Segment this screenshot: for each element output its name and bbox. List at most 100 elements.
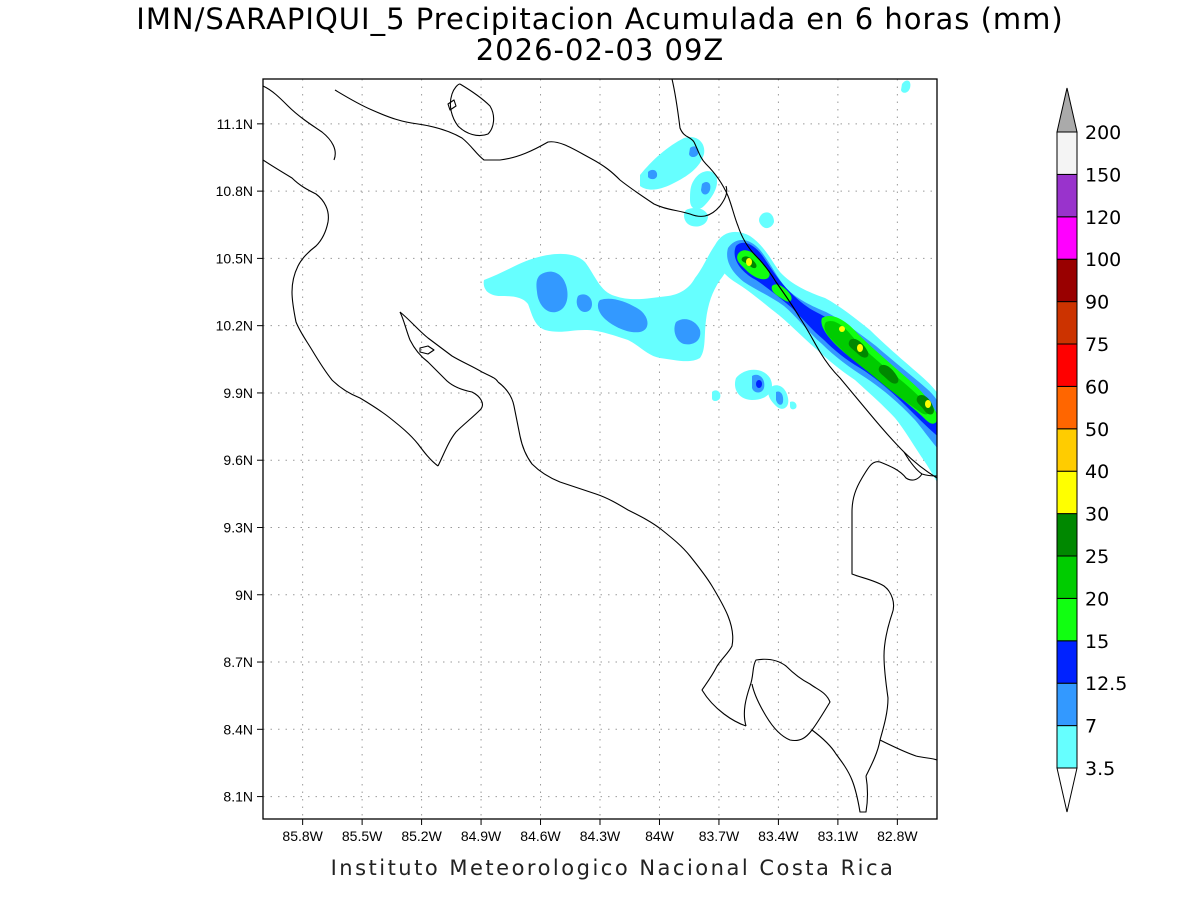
- colorbar-label: 7: [1085, 716, 1097, 738]
- panama-border: [851, 461, 923, 777]
- colorbar-swatch: [1056, 343, 1078, 387]
- precip-area-caribbean-25c: [878, 364, 899, 384]
- map-title: IMN/SARAPIQUI_5 Precipitacion Acumulada …: [136, 2, 1064, 36]
- precip-area-medium-1: [536, 271, 568, 313]
- nicaragua-costa-rica-border: [334, 89, 728, 217]
- colorbar-swatch: [1056, 216, 1078, 260]
- colorbar-label: 15: [1085, 631, 1109, 653]
- caribbean-coast-south: [903, 451, 937, 477]
- precip-cell-isolated-3: [712, 390, 721, 401]
- colorbar-swatch: [1056, 725, 1078, 769]
- colorbar-label: 90: [1085, 292, 1109, 314]
- map-plot-area: [263, 79, 937, 819]
- x-tick-label: 85.2W: [401, 828, 442, 844]
- colorbar-swatch: [1056, 470, 1078, 515]
- colorbar-label: 75: [1085, 334, 1109, 356]
- precip-area-medium-4: [576, 294, 592, 312]
- x-tick-label: 85.5W: [342, 828, 383, 844]
- x-tick-label: 84W: [645, 828, 675, 844]
- colorbar-label: 150: [1085, 164, 1121, 186]
- precip-peak-2: [839, 326, 845, 332]
- nicaragua-island: [447, 99, 457, 111]
- precip-area-medium-2: [597, 298, 648, 333]
- y-tick-label: 10.5N: [216, 250, 253, 266]
- x-tick-label: 83.1W: [818, 828, 859, 844]
- colorbar-arrow-lower: [1056, 767, 1078, 813]
- colorbar-arrow-upper: [1056, 87, 1078, 133]
- colorbar-swatch: [1056, 131, 1078, 175]
- gulf-island: [419, 345, 435, 355]
- map-subtitle: 2026-02-03 09Z: [475, 33, 725, 67]
- y-tick-label: 8.1N: [223, 789, 253, 805]
- colorbar-label: 60: [1085, 376, 1109, 398]
- precip-area-north-5: [901, 80, 911, 93]
- precip-area-north-4: [759, 212, 774, 229]
- y-tick-label: 8.7N: [223, 654, 253, 670]
- precip-colorbar: 3.5 7 12.5 15 20 25 30 40 50 60 75 90 100 120 150 200: [1056, 87, 1127, 813]
- colorbar-swatch: [1056, 555, 1078, 599]
- latitude-ticks: 11.1N 10.8N 10.5N 10.2N 9.9N 9.6N 9.3N 9N 8.7N 8.…: [216, 116, 263, 805]
- colorbar-label: 20: [1085, 588, 1109, 610]
- precipitation-field: [483, 80, 937, 483]
- x-tick-label: 84.3W: [580, 828, 621, 844]
- colorbar-swatch: [1056, 258, 1078, 303]
- gulf-nicoya-inner: [399, 311, 499, 383]
- x-tick-label: 83.7W: [699, 828, 740, 844]
- precip-area-north-1-core: [689, 146, 699, 157]
- colorbar-label: 50: [1085, 419, 1109, 441]
- colorbar-swatch: [1056, 173, 1078, 218]
- colorbar-label: 3.5: [1085, 758, 1115, 780]
- colorbar-swatch: [1056, 513, 1078, 557]
- y-tick-label: 9.6N: [223, 452, 253, 468]
- colorbar-label: 120: [1085, 207, 1121, 229]
- x-tick-label: 84.9W: [461, 828, 502, 844]
- pacific-coast-central: [497, 381, 747, 727]
- colorbar-label: 30: [1085, 504, 1109, 526]
- panama-pacific-coast: [879, 739, 937, 761]
- precip-cell-isolated-1-heavy: [756, 380, 762, 388]
- precip-area-north-1-core-2: [648, 169, 658, 180]
- caribbean-coast-north: [671, 79, 937, 479]
- precip-area-west-dot: [486, 281, 496, 293]
- nicaragua-lake-shore: [449, 83, 495, 137]
- x-tick-label: 85.8W: [282, 828, 323, 844]
- precip-cell-isolated-4: [790, 401, 797, 410]
- y-tick-label: 10.2N: [216, 318, 253, 334]
- y-tick-label: 8.4N: [223, 721, 253, 737]
- colorbar-swatch: [1056, 597, 1078, 642]
- y-tick-label: 9.9N: [223, 385, 253, 401]
- colorbar-label: 25: [1085, 546, 1109, 568]
- pacific-coast-guanacaste: [263, 159, 439, 467]
- colorbar-swatch: [1056, 682, 1078, 727]
- colorbar-label: 12.5: [1085, 673, 1127, 695]
- colorbar-label: 200: [1085, 122, 1121, 144]
- colorbar-swatch: [1056, 640, 1078, 684]
- precip-peak-3: [857, 344, 863, 352]
- osa-peninsula: [743, 658, 831, 742]
- precip-peak-1: [746, 258, 752, 266]
- colorbar-swatch: [1056, 428, 1078, 472]
- x-tick-label: 83.4W: [758, 828, 799, 844]
- golfo-dulce-coast: [811, 729, 869, 813]
- longitude-ticks: 85.8W 85.5W 85.2W 84.9W 84.6W 84.3W 84W 83.7W 83…: [282, 819, 918, 844]
- precip-cell-isolated-2-core: [776, 391, 784, 405]
- nicaragua-coast-north: [263, 85, 336, 161]
- y-tick-label: 9N: [235, 587, 253, 603]
- y-tick-label: 9.3N: [223, 519, 253, 535]
- y-tick-label: 10.8N: [216, 183, 253, 199]
- precip-area-medium-3: [674, 319, 701, 345]
- precip-area-north-3: [684, 208, 708, 227]
- x-tick-label: 82.8W: [877, 828, 918, 844]
- y-tick-label: 11.1N: [217, 116, 253, 132]
- precip-area-north-2-core: [701, 182, 711, 195]
- precip-peak-4: [925, 400, 931, 408]
- credit-text: Instituto Meteorologico Nacional Costa R…: [330, 856, 896, 880]
- colorbar-swatch: [1056, 301, 1078, 345]
- colorbar-label: 40: [1085, 461, 1109, 483]
- colorbar-label: 100: [1085, 249, 1121, 271]
- colorbar-swatch: [1056, 385, 1078, 430]
- nicoya-gulf-coast: [399, 311, 483, 467]
- x-tick-label: 84.6W: [520, 828, 561, 844]
- coastlines: [263, 79, 937, 813]
